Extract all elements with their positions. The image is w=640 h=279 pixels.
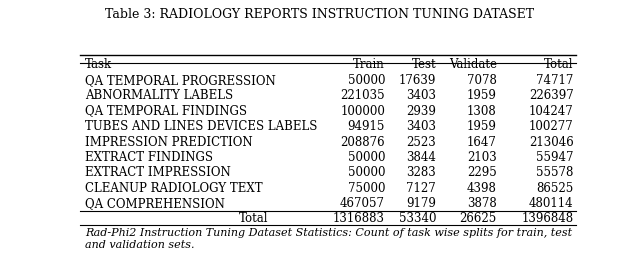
Text: 74717: 74717 <box>536 74 573 87</box>
Text: 2295: 2295 <box>467 167 497 179</box>
Text: 17639: 17639 <box>399 74 436 87</box>
Text: EXTRACT IMPRESSION: EXTRACT IMPRESSION <box>85 167 230 179</box>
Text: 3844: 3844 <box>406 151 436 164</box>
Text: 3283: 3283 <box>406 167 436 179</box>
Text: 104247: 104247 <box>529 105 573 117</box>
Text: 7078: 7078 <box>467 74 497 87</box>
Text: 1316883: 1316883 <box>333 212 385 225</box>
Text: Rad-Phi2 Instruction Tuning Dataset Statistics: Count of task wise splits for tr: Rad-Phi2 Instruction Tuning Dataset Stat… <box>85 228 572 250</box>
Text: 7127: 7127 <box>406 182 436 195</box>
Text: 53340: 53340 <box>399 212 436 225</box>
Text: 75000: 75000 <box>348 182 385 195</box>
Text: 1959: 1959 <box>467 120 497 133</box>
Text: ABNORMALITY LABELS: ABNORMALITY LABELS <box>85 89 233 102</box>
Text: 1959: 1959 <box>467 89 497 102</box>
Text: 86525: 86525 <box>536 182 573 195</box>
Text: 2523: 2523 <box>406 136 436 148</box>
Text: 4398: 4398 <box>467 182 497 195</box>
Text: 3403: 3403 <box>406 89 436 102</box>
Text: 221035: 221035 <box>340 89 385 102</box>
Text: 3403: 3403 <box>406 120 436 133</box>
Text: 480114: 480114 <box>529 198 573 210</box>
Text: 55578: 55578 <box>536 167 573 179</box>
Text: EXTRACT FINDINGS: EXTRACT FINDINGS <box>85 151 213 164</box>
Text: QA TEMPORAL PROGRESSION: QA TEMPORAL PROGRESSION <box>85 74 276 87</box>
Text: 100000: 100000 <box>340 105 385 117</box>
Text: 50000: 50000 <box>348 151 385 164</box>
Text: 26625: 26625 <box>460 212 497 225</box>
Text: 2939: 2939 <box>406 105 436 117</box>
Text: 50000: 50000 <box>348 167 385 179</box>
Text: IMPRESSION PREDICTION: IMPRESSION PREDICTION <box>85 136 253 148</box>
Text: 213046: 213046 <box>529 136 573 148</box>
Text: Total: Total <box>544 58 573 71</box>
Text: Validate: Validate <box>449 58 497 71</box>
Text: 9179: 9179 <box>406 198 436 210</box>
Text: 1308: 1308 <box>467 105 497 117</box>
Text: 50000: 50000 <box>348 74 385 87</box>
Text: Train: Train <box>353 58 385 71</box>
Text: 2103: 2103 <box>467 151 497 164</box>
Text: 1396848: 1396848 <box>522 212 573 225</box>
Text: QA TEMPORAL FINDINGS: QA TEMPORAL FINDINGS <box>85 105 247 117</box>
Text: CLEANUP RADIOLOGY TEXT: CLEANUP RADIOLOGY TEXT <box>85 182 262 195</box>
Text: 3878: 3878 <box>467 198 497 210</box>
Text: Total: Total <box>239 212 268 225</box>
Text: Task: Task <box>85 58 112 71</box>
Text: Test: Test <box>412 58 436 71</box>
Text: 208876: 208876 <box>340 136 385 148</box>
Text: TUBES AND LINES DEVICES LABELS: TUBES AND LINES DEVICES LABELS <box>85 120 317 133</box>
Text: 226397: 226397 <box>529 89 573 102</box>
Text: 100277: 100277 <box>529 120 573 133</box>
Text: QA COMPREHENSION: QA COMPREHENSION <box>85 198 225 210</box>
Text: 467057: 467057 <box>340 198 385 210</box>
Text: Table 3: RADIOLOGY REPORTS INSTRUCTION TUNING DATASET: Table 3: RADIOLOGY REPORTS INSTRUCTION T… <box>106 8 534 21</box>
Text: 1647: 1647 <box>467 136 497 148</box>
Text: 94915: 94915 <box>348 120 385 133</box>
Text: 55947: 55947 <box>536 151 573 164</box>
